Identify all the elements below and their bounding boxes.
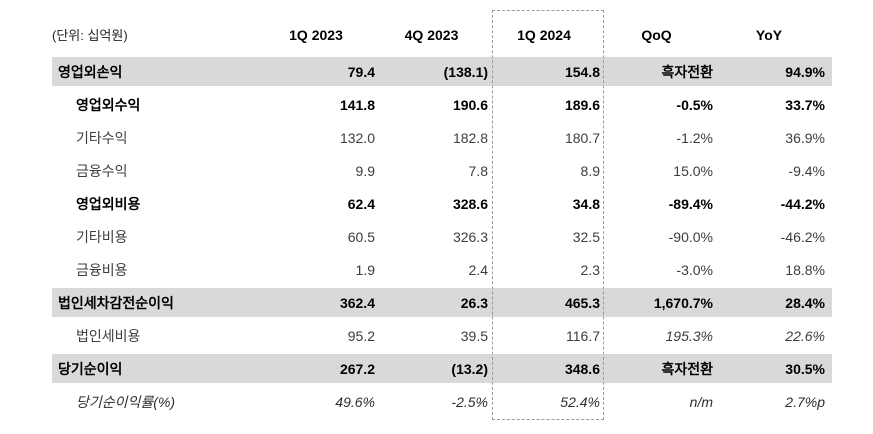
- cell: (138.1): [375, 55, 488, 88]
- cell: 9.9: [355, 162, 375, 179]
- table-row: 영업외수익 141.8 190.6 189.6 -0.5% 33.7%: [52, 88, 832, 121]
- table-row: 법인세차감전순이익 362.4 26.3 465.3 1,670.7% 28.4%: [52, 286, 832, 319]
- cell: 22.6%: [785, 327, 825, 344]
- table-row: 영업외비용 62.4 328.6 34.8 -89.4% -44.2%: [52, 187, 832, 220]
- row-label: 금융비용: [76, 261, 128, 278]
- cell: -1.2%: [676, 129, 713, 146]
- row-label: 영업외비용: [76, 195, 141, 212]
- row-label: 기타비용: [76, 228, 128, 245]
- cell: 195.3%: [665, 327, 713, 344]
- cell: 52.4%: [560, 393, 600, 410]
- row-label: 법인세비용: [76, 327, 141, 344]
- cell: 흑자전환: [600, 55, 713, 88]
- cell: 328.6: [452, 195, 488, 212]
- header-row: (단위: 십억원) 1Q 2023 4Q 2023 1Q 2024 QoQ Yo…: [52, 14, 832, 55]
- cell: 18.8%: [785, 261, 825, 278]
- cell: 267.2: [257, 352, 375, 385]
- cell: 182.8: [452, 129, 488, 146]
- cell: 49.6%: [335, 393, 375, 410]
- cell: 154.8: [488, 55, 600, 88]
- cell: n/m: [689, 393, 713, 410]
- cell: 1.9: [355, 261, 375, 278]
- column-header-1q2023: 1Q 2023: [289, 26, 343, 43]
- cell: 36.9%: [785, 129, 825, 146]
- table-row: 기타수익 132.0 182.8 180.7 -1.2% 36.9%: [52, 121, 832, 154]
- table-row: 법인세비용 95.2 39.5 116.7 195.3% 22.6%: [52, 319, 832, 352]
- row-label: 금융수익: [76, 162, 128, 179]
- cell: 7.8: [468, 162, 488, 179]
- table-row: 당기순이익 267.2 (13.2) 348.6 흑자전환 30.5%: [52, 352, 832, 385]
- cell: -44.2%: [780, 195, 825, 212]
- cell: 2.3: [580, 261, 600, 278]
- table-row: 영업외손익 79.4 (138.1) 154.8 흑자전환 94.9%: [52, 55, 832, 88]
- cell: 189.6: [564, 96, 600, 113]
- cell: 32.5: [572, 228, 600, 245]
- cell: 26.3: [375, 286, 488, 319]
- row-label: 당기순이익: [52, 352, 257, 385]
- table-row: 금융수익 9.9 7.8 8.9 15.0% -9.4%: [52, 154, 832, 187]
- row-label: 기타수익: [76, 129, 128, 146]
- cell: 79.4: [257, 55, 375, 88]
- cell: (13.2): [375, 352, 488, 385]
- cell: 8.9: [580, 162, 600, 179]
- cell: 2.7%p: [785, 393, 825, 410]
- table-row: 금융비용 1.9 2.4 2.3 -3.0% 18.8%: [52, 253, 832, 286]
- column-header-yoy: YoY: [755, 26, 783, 43]
- cell: 180.7: [564, 129, 600, 146]
- cell: 60.5: [347, 228, 375, 245]
- table-row: 기타비용 60.5 326.3 32.5 -90.0% -46.2%: [52, 220, 832, 253]
- cell: -46.2%: [780, 228, 825, 245]
- cell: 94.9%: [713, 55, 832, 88]
- cell: 15.0%: [673, 162, 713, 179]
- row-label: 영업외수익: [76, 96, 141, 113]
- cell: -0.5%: [676, 96, 713, 113]
- row-label: 법인세차감전순이익: [52, 286, 257, 319]
- unit-label: (단위: 십억원): [52, 28, 128, 43]
- cell: 30.5%: [713, 352, 832, 385]
- cell: -2.5%: [451, 393, 488, 410]
- cell: 190.6: [452, 96, 488, 113]
- column-header-4q2023: 4Q 2023: [404, 26, 459, 43]
- table-body: 영업외손익 79.4 (138.1) 154.8 흑자전환 94.9% 영업외수익 141.8…: [52, 55, 832, 418]
- column-header-1q2024: 1Q 2024: [517, 26, 571, 43]
- cell: -3.0%: [676, 261, 713, 278]
- cell: 39.5: [460, 327, 488, 344]
- cell: -9.4%: [788, 162, 825, 179]
- cell: -90.0%: [668, 228, 713, 245]
- cell: 28.4%: [713, 286, 832, 319]
- cell: 141.8: [339, 96, 375, 113]
- cell: 1,670.7%: [600, 286, 713, 319]
- cell: 348.6: [488, 352, 600, 385]
- cell: 2.4: [468, 261, 488, 278]
- row-label: 당기순이익률(%): [76, 393, 176, 410]
- cell: 326.3: [452, 228, 488, 245]
- cell: 33.7%: [785, 96, 825, 113]
- cell: 362.4: [257, 286, 375, 319]
- row-label: 영업외손익: [52, 55, 257, 88]
- cell: 132.0: [339, 129, 375, 146]
- cell: 62.4: [347, 195, 375, 212]
- cell: 116.7: [566, 327, 600, 344]
- cell: 34.8: [572, 195, 600, 212]
- cell: 95.2: [347, 327, 375, 344]
- table-row: 당기순이익률(%) 49.6% -2.5% 52.4% n/m 2.7%p: [52, 385, 832, 418]
- column-header-qoq: QoQ: [641, 26, 672, 43]
- financial-table: (단위: 십억원) 1Q 2023 4Q 2023 1Q 2024 QoQ Yo…: [52, 14, 832, 418]
- cell: 465.3: [488, 286, 600, 319]
- cell: 흑자전환: [600, 352, 713, 385]
- cell: -89.4%: [668, 195, 713, 212]
